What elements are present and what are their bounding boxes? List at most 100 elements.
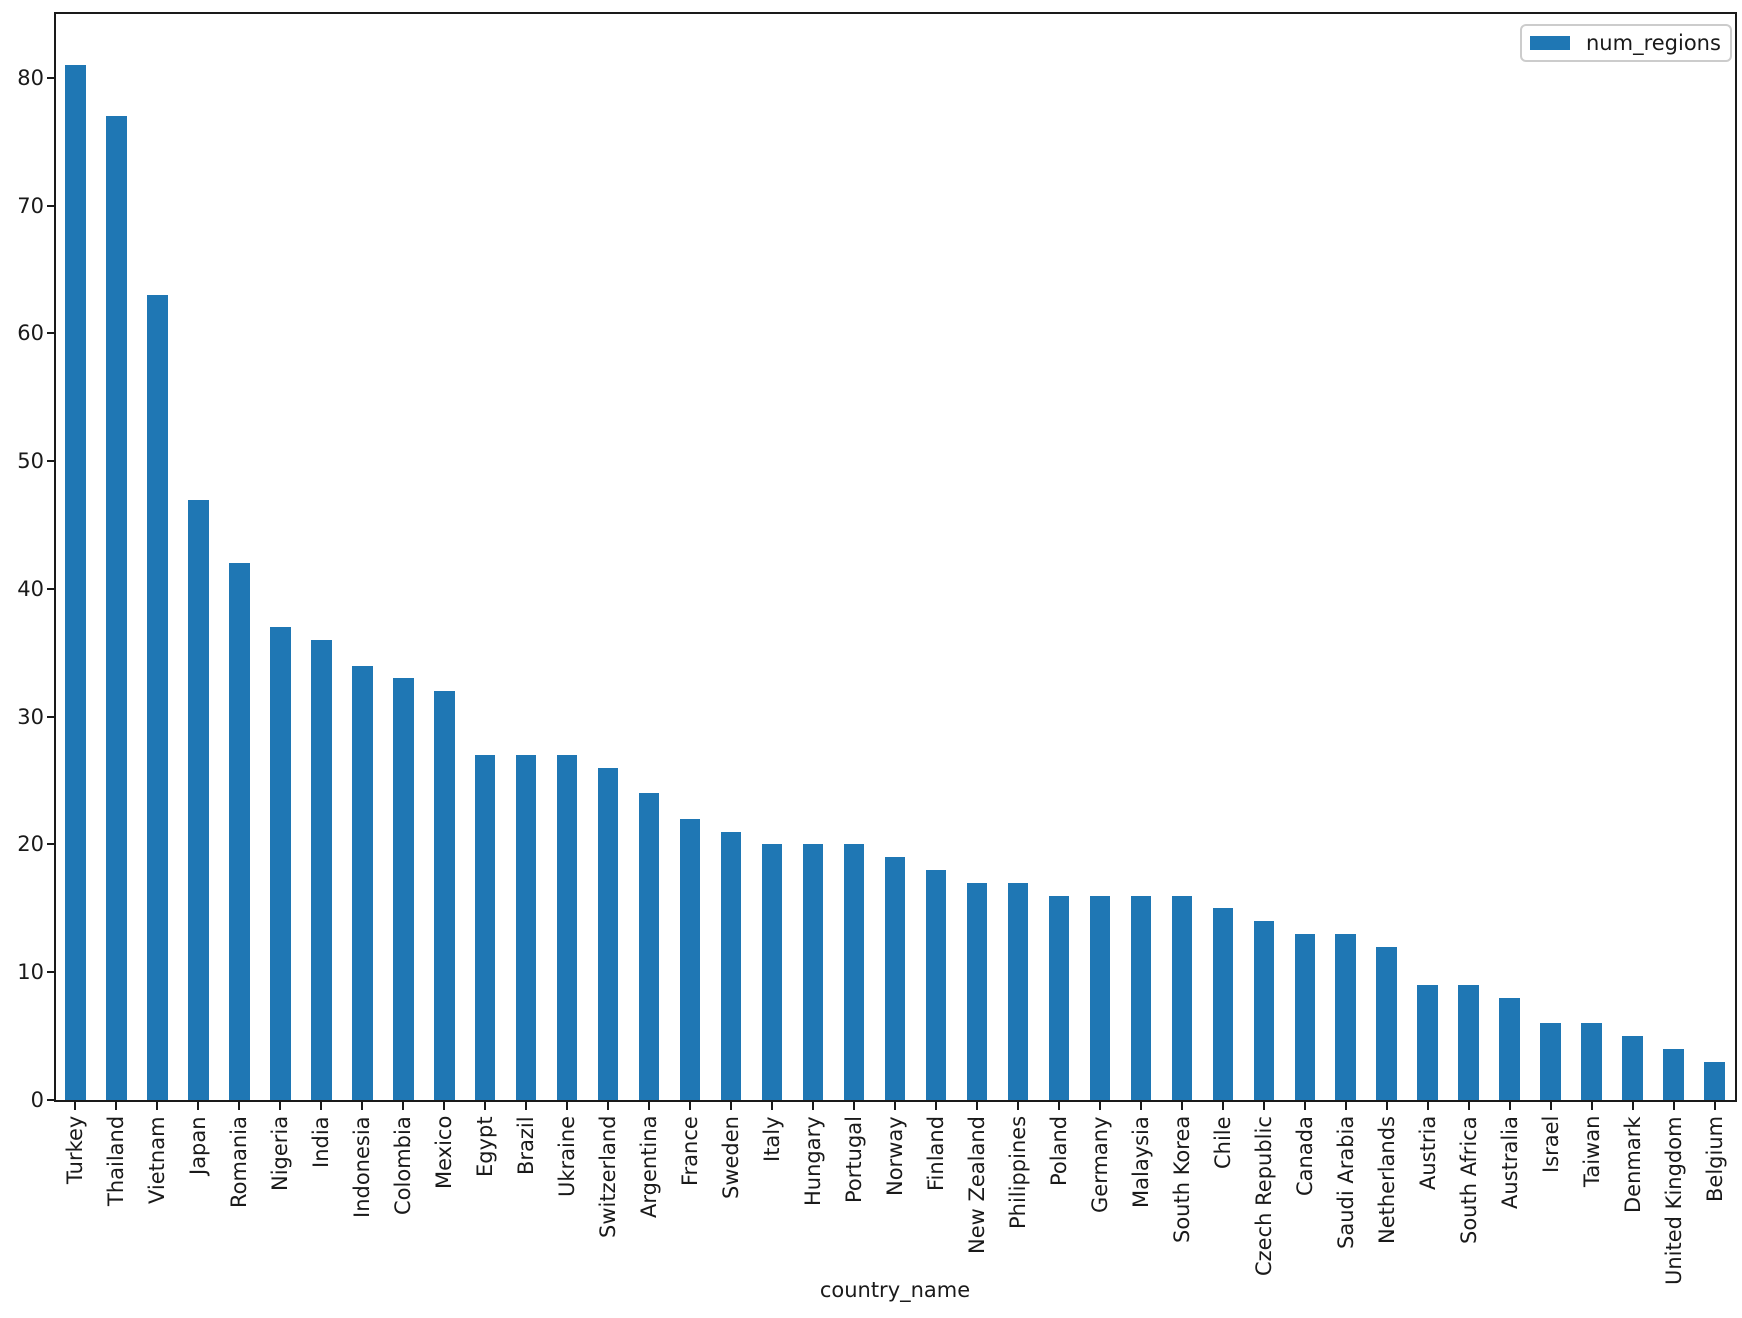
x-tick <box>607 1102 610 1110</box>
y-tick-label: 30 <box>17 704 44 729</box>
bar <box>638 793 660 1100</box>
bar <box>393 678 414 1100</box>
bar <box>1663 1048 1684 1100</box>
x-tick <box>74 1102 77 1110</box>
bar <box>1007 882 1029 1100</box>
x-tick <box>1180 1102 1183 1110</box>
x-tick <box>1016 1102 1019 1110</box>
bar <box>352 665 373 1100</box>
x-tick <box>1262 1102 1265 1110</box>
bar <box>270 627 291 1100</box>
bar <box>761 844 783 1100</box>
bar <box>843 844 865 1100</box>
bar <box>65 65 86 1100</box>
bar <box>515 755 537 1100</box>
bar <box>1376 946 1397 1100</box>
bar <box>720 831 742 1100</box>
bar <box>925 870 947 1100</box>
x-tick <box>402 1102 405 1110</box>
y-tick-label: 20 <box>17 832 44 857</box>
bar <box>1417 985 1438 1100</box>
x-tick <box>1590 1102 1593 1110</box>
bar <box>679 818 701 1100</box>
y-tick <box>47 332 55 335</box>
bar <box>1294 933 1315 1100</box>
x-tick <box>1057 1102 1060 1110</box>
bar <box>188 499 209 1100</box>
y-tick <box>47 971 55 974</box>
x-tick <box>1549 1102 1552 1110</box>
x-tick <box>812 1102 815 1110</box>
bar <box>556 755 578 1100</box>
bar <box>229 563 250 1100</box>
y-tick <box>47 715 55 718</box>
bar <box>1622 1036 1643 1100</box>
x-tick <box>894 1102 896 1110</box>
bar <box>434 691 455 1100</box>
x-tick <box>1385 1102 1388 1110</box>
legend-label: num_regions <box>1586 31 1721 55</box>
x-tick <box>1303 1102 1306 1110</box>
x-tick <box>484 1102 487 1110</box>
x-tick <box>1508 1102 1511 1110</box>
bar <box>1499 997 1520 1100</box>
x-tick <box>1426 1102 1429 1110</box>
x-tick <box>853 1102 856 1110</box>
bar <box>1335 933 1356 1100</box>
y-tick <box>47 204 55 207</box>
bar <box>966 882 988 1100</box>
y-tick <box>47 460 55 463</box>
y-tick-label: 10 <box>17 960 44 985</box>
bar <box>1171 895 1193 1100</box>
x-tick <box>156 1102 159 1110</box>
x-tick <box>648 1102 651 1110</box>
y-tick <box>47 1099 55 1101</box>
y-tick-label: 80 <box>17 65 44 90</box>
x-tick <box>566 1102 569 1110</box>
bar <box>1704 1061 1725 1100</box>
x-tick <box>1672 1102 1675 1110</box>
x-tick <box>689 1102 692 1110</box>
x-tick <box>238 1102 241 1110</box>
bar <box>1458 985 1479 1100</box>
bar <box>1581 1023 1602 1100</box>
bar <box>1130 895 1152 1100</box>
x-tick <box>443 1102 446 1110</box>
y-tick-label: 60 <box>17 321 44 346</box>
bar <box>475 755 496 1100</box>
bar <box>1048 895 1070 1100</box>
bar <box>1253 921 1275 1100</box>
y-tick-label: 70 <box>17 193 44 218</box>
x-tick <box>1221 1102 1224 1110</box>
x-tick <box>934 1102 937 1110</box>
x-tick <box>115 1102 118 1110</box>
bar <box>1089 895 1111 1100</box>
bar <box>1212 908 1234 1100</box>
x-tick <box>1467 1102 1470 1110</box>
bar <box>311 640 332 1100</box>
x-tick <box>1631 1102 1634 1110</box>
x-tick <box>197 1102 200 1110</box>
y-tick <box>47 843 55 846</box>
bar <box>1540 1023 1561 1100</box>
y-tick-label: 40 <box>17 576 44 601</box>
x-tick <box>320 1102 323 1110</box>
x-tick <box>279 1102 282 1110</box>
x-tick <box>1139 1102 1142 1110</box>
y-tick <box>47 587 55 590</box>
bar <box>106 116 127 1100</box>
x-tick <box>1344 1102 1347 1110</box>
x-tick <box>730 1102 733 1110</box>
bar <box>802 844 824 1100</box>
x-axis-title: country_name <box>819 1278 971 1302</box>
x-tick <box>361 1102 364 1110</box>
bar <box>884 857 906 1100</box>
legend: num_regions <box>1520 24 1732 62</box>
bar <box>597 767 619 1100</box>
x-tick <box>975 1102 978 1110</box>
y-tick <box>47 76 55 79</box>
x-tick <box>525 1102 528 1110</box>
x-tick <box>1713 1102 1716 1110</box>
x-tick <box>1098 1102 1101 1110</box>
